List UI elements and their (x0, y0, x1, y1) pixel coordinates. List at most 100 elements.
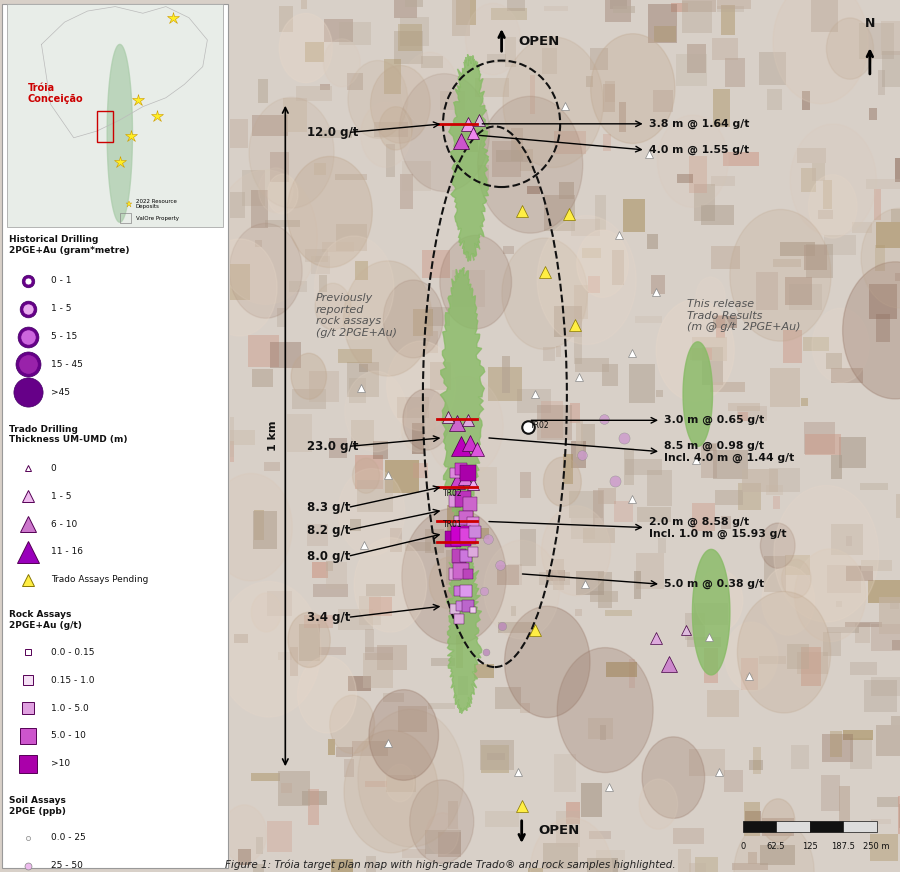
Bar (539, 572, 570, 585)
Bar (498, 622, 535, 633)
Text: OPEN: OPEN (538, 824, 580, 836)
Text: Previously
reported
rock assays
(g/t 2PGE+Au): Previously reported rock assays (g/t 2PG… (316, 293, 397, 338)
Bar (653, 26, 677, 42)
Bar (868, 107, 878, 119)
Circle shape (369, 690, 438, 780)
Text: TR01: TR01 (444, 521, 463, 529)
Bar (253, 864, 264, 872)
Bar (488, 367, 522, 400)
Bar (624, 447, 634, 485)
Bar (803, 337, 829, 351)
Text: Soil Assays
2PGE (ppb): Soil Assays 2PGE (ppb) (9, 796, 66, 815)
Bar (420, 56, 444, 68)
Bar (711, 246, 740, 269)
Circle shape (812, 308, 869, 383)
Text: 5 - 15: 5 - 15 (50, 332, 76, 341)
Bar (511, 606, 517, 616)
Bar (690, 348, 712, 360)
Circle shape (478, 96, 582, 233)
Bar (610, 0, 627, 9)
Bar (832, 368, 863, 383)
Circle shape (761, 566, 814, 635)
Bar (350, 519, 361, 531)
Text: 4.0 m @ 1.55 g/t: 4.0 m @ 1.55 g/t (649, 145, 749, 155)
Bar (596, 850, 625, 872)
Bar (575, 358, 609, 371)
Bar (347, 362, 379, 397)
Bar (586, 76, 593, 87)
Bar (480, 739, 514, 770)
Bar (742, 821, 776, 832)
Bar (801, 398, 807, 406)
Bar (588, 858, 617, 872)
Text: 3.0 m @ 0.65 g/t: 3.0 m @ 0.65 g/t (664, 415, 765, 426)
Bar (744, 801, 760, 836)
Text: 5.0 m @ 0.38 g/t: 5.0 m @ 0.38 g/t (664, 579, 764, 589)
Bar (510, 128, 523, 161)
Bar (496, 150, 528, 162)
Circle shape (258, 167, 292, 213)
Bar (716, 6, 744, 11)
Bar (422, 249, 450, 278)
Bar (876, 314, 890, 342)
Circle shape (379, 106, 412, 150)
Bar (338, 22, 371, 44)
Bar (217, 192, 246, 218)
Bar (528, 868, 543, 872)
Bar (769, 468, 800, 492)
Bar (861, 561, 892, 571)
Bar (543, 843, 578, 869)
Bar (868, 283, 897, 319)
Bar (656, 390, 663, 397)
Bar (831, 524, 863, 555)
Text: 2022 Resource
Deposits: 2022 Resource Deposits (136, 199, 176, 209)
Bar (241, 170, 265, 206)
Bar (238, 849, 250, 864)
Bar (839, 787, 850, 822)
Bar (385, 144, 395, 177)
Text: 23.0 g/t: 23.0 g/t (308, 440, 359, 453)
Bar (605, 0, 631, 23)
Bar (352, 740, 388, 756)
Text: 8.2 g/t: 8.2 g/t (308, 524, 351, 536)
Bar (431, 657, 455, 666)
Bar (635, 316, 662, 324)
Bar (766, 485, 783, 495)
Bar (582, 248, 601, 257)
Bar (365, 781, 387, 787)
Bar (733, 863, 768, 869)
Circle shape (288, 612, 330, 667)
Circle shape (383, 280, 443, 358)
Bar (491, 8, 526, 20)
Circle shape (696, 277, 725, 315)
Text: 187.5: 187.5 (831, 842, 855, 851)
Bar (571, 518, 595, 539)
Bar (709, 382, 745, 392)
Bar (97, 111, 112, 142)
Bar (258, 79, 268, 103)
Bar (783, 330, 802, 363)
Bar (812, 163, 824, 181)
Bar (365, 629, 374, 651)
Bar (484, 811, 519, 827)
Text: 62.5: 62.5 (767, 842, 786, 851)
Bar (870, 835, 897, 861)
Bar (850, 662, 877, 675)
Bar (356, 261, 368, 280)
Circle shape (292, 353, 327, 399)
Bar (824, 181, 832, 209)
Bar (773, 259, 801, 267)
Bar (682, 0, 716, 12)
Bar (876, 725, 900, 756)
Bar (314, 163, 326, 175)
Bar (595, 194, 607, 230)
Bar (831, 731, 842, 757)
Circle shape (642, 737, 705, 818)
Bar (653, 91, 673, 112)
Bar (836, 602, 842, 607)
Bar (394, 0, 417, 18)
Bar (304, 616, 333, 628)
Bar (892, 640, 900, 650)
Circle shape (353, 458, 380, 494)
Bar (488, 54, 507, 64)
